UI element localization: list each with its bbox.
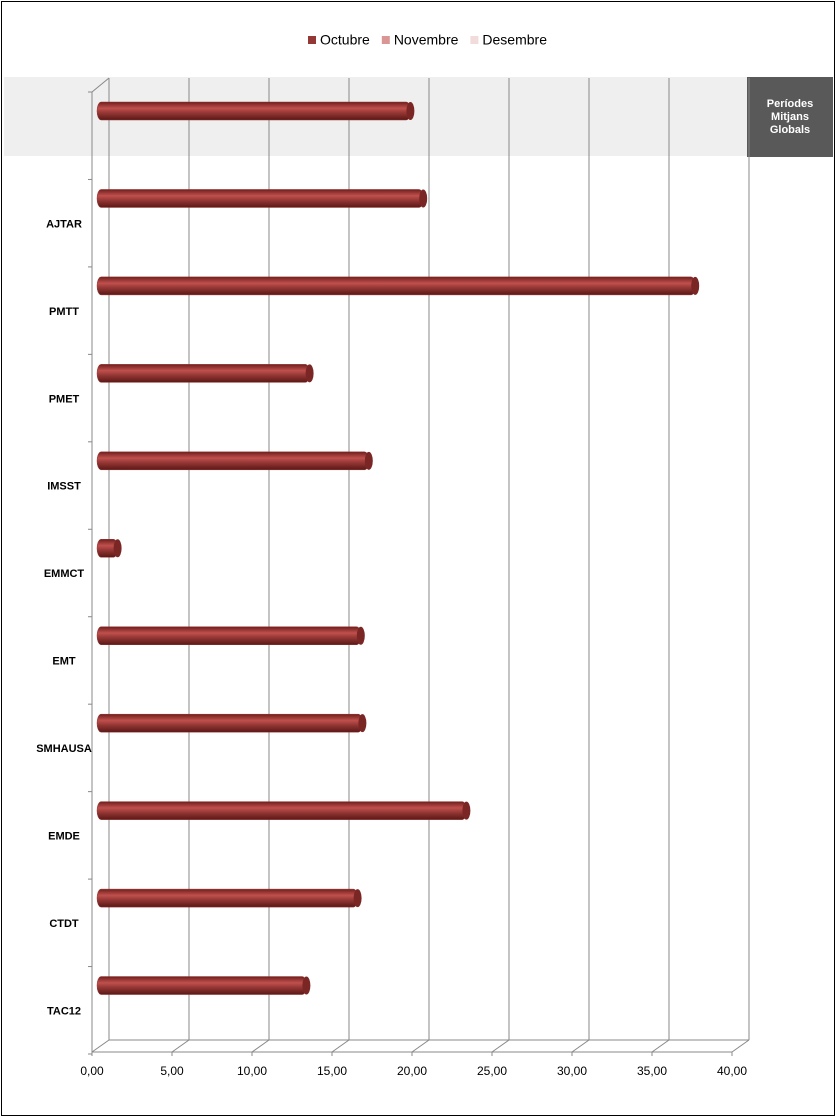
- x-tick-label: 10,00: [237, 1064, 267, 1078]
- y-tick-label: EMT: [52, 656, 76, 668]
- bar-cap: [305, 364, 314, 383]
- grid-floor: [91, 1039, 110, 1053]
- legend-label: Octubre: [320, 32, 370, 48]
- legend-label: Novembre: [394, 32, 459, 48]
- bar-cap: [419, 189, 428, 208]
- grid-floor: [731, 1039, 750, 1053]
- grid-floor: [571, 1039, 590, 1053]
- y-tick-label: CTDT: [49, 918, 79, 930]
- bar-cap: [462, 801, 471, 820]
- bar-cap: [113, 539, 122, 558]
- bar: [96, 451, 370, 471]
- grid-floor: [171, 1039, 190, 1053]
- legend-swatch: [470, 36, 479, 44]
- bar: [96, 276, 696, 296]
- y-tick-label: IMSST: [47, 481, 81, 493]
- bar-cap: [353, 889, 362, 908]
- bar: [96, 364, 310, 383]
- annotation-box: [747, 77, 833, 157]
- bar-cap: [356, 626, 365, 645]
- bar: [96, 888, 358, 908]
- x-tick-label: 20,00: [397, 1064, 427, 1078]
- bar-cap: [691, 276, 700, 295]
- annotation: Períodes Mitjans Globals: [767, 98, 813, 136]
- bar: [96, 189, 424, 208]
- x-tick-label: 0,00: [80, 1064, 104, 1078]
- y-tick-label: AJTAR: [46, 218, 82, 230]
- x-tick-label: 25,00: [477, 1064, 507, 1078]
- bar: [96, 101, 411, 121]
- bar-cap: [364, 451, 373, 470]
- grid-floor: [651, 1039, 670, 1053]
- bar-cap: [406, 102, 415, 120]
- y-tick-label: PMTT: [49, 306, 79, 318]
- x-tick-label: 5,00: [160, 1064, 184, 1078]
- bar-cap: [302, 976, 311, 995]
- wall-edge: [91, 77, 110, 93]
- x-tick-label: 30,00: [557, 1064, 587, 1078]
- y-tick-label: SMHAUSA: [36, 743, 92, 755]
- grid-floor: [251, 1039, 270, 1053]
- y-tick-label: EMMCT: [44, 568, 85, 580]
- legend-swatch: [381, 36, 390, 44]
- x-tick-label: 40,00: [717, 1064, 747, 1078]
- x-tick-label: 15,00: [317, 1064, 347, 1078]
- y-tick-label: TAC12: [47, 1005, 81, 1017]
- x-tick-label: 35,00: [637, 1064, 667, 1078]
- bar-cap: [358, 714, 367, 733]
- y-tick-label: PMET: [49, 393, 80, 405]
- bar: [96, 626, 362, 645]
- grid-floor: [491, 1039, 510, 1053]
- grid-floor: [331, 1039, 350, 1053]
- bar: [96, 976, 307, 995]
- y-tick-label: EMDE: [48, 831, 80, 843]
- bar: [96, 801, 467, 820]
- bar: [96, 713, 363, 733]
- grid-floor: [411, 1039, 430, 1053]
- legend-label: Desembre: [482, 32, 547, 48]
- legend-swatch: [308, 36, 316, 44]
